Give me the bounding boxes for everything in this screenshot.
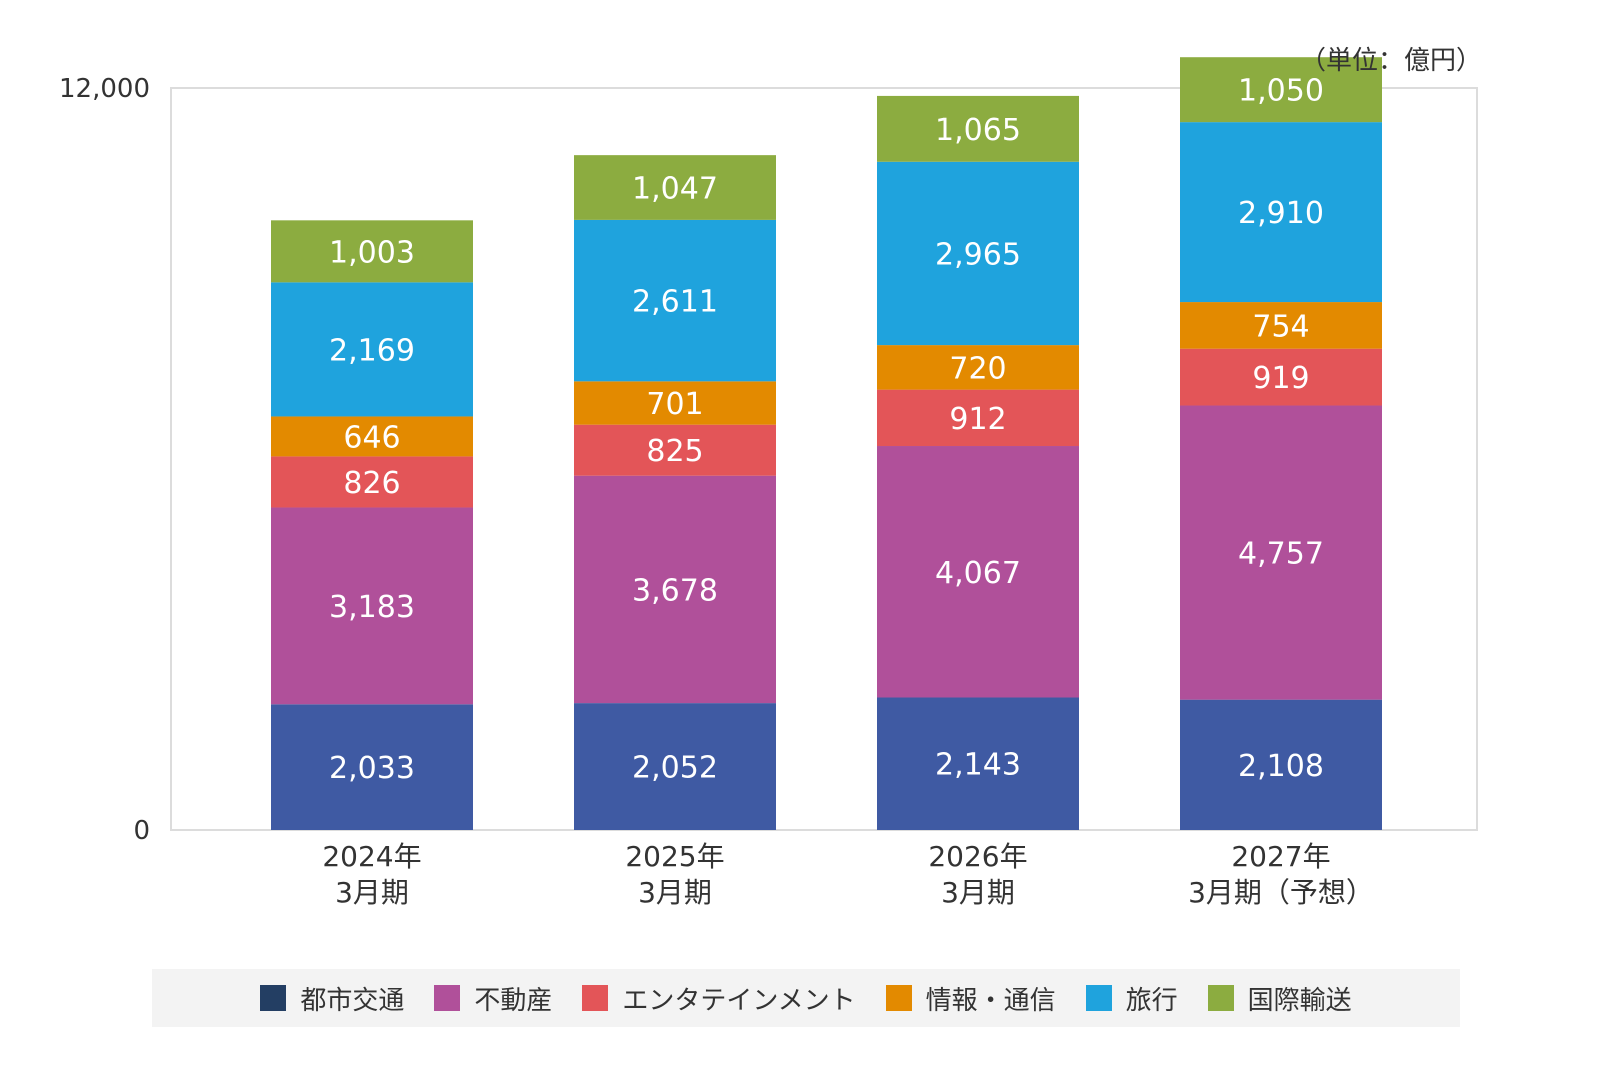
bar-value-label: 646 [343,420,400,455]
bar-value-label: 2,169 [329,333,415,368]
legend: 都市交通 不動産 エンタテインメント 情報・通信 旅行 国際輸送 [152,969,1460,1027]
legend-label: エンタテインメント [622,985,856,1016]
bar-value-label: 912 [949,402,1006,437]
unit-label: （単位：億円） [1300,46,1483,76]
legend-swatch [1207,985,1234,1011]
legend-item: 不動産 [434,980,552,1017]
bar-segment [1180,699,1382,830]
bar-value-label: 2,052 [632,751,718,786]
bar-segment [574,475,776,704]
bar-segment [574,703,776,830]
x-tick-label: 2027年 [1231,840,1330,873]
bar-segment [1180,122,1382,303]
legend-swatch [582,985,609,1011]
bar-segment [877,697,1079,830]
bar-value-label: 701 [646,387,703,422]
bar-value-label: 1,065 [935,113,1021,148]
x-tick-label: 2026年 [928,840,1027,873]
bars [271,57,1382,830]
bar-segment [877,345,1079,390]
bar-value-label: 825 [646,434,703,469]
bar-segment [1180,57,1382,123]
bar-value-label: 2,143 [935,748,1021,783]
y-axis-ticks: 0 12,000 [59,74,150,846]
x-tick-label: 3月期（予想） [1188,876,1374,909]
x-tick-label: 3月期 [638,876,712,909]
bar-segment [271,507,473,705]
bar-segment [574,424,776,476]
legend-label: 不動産 [474,985,553,1016]
bar-value-label: 3,678 [632,573,718,608]
bar-segment [877,161,1079,346]
legend-swatch [434,985,461,1011]
bar-value-label: 919 [1252,361,1309,396]
legend-label: 旅行 [1125,985,1178,1016]
legend-label: 国際輸送 [1247,985,1352,1016]
legend-item: 国際輸送 [1207,980,1352,1017]
legend-item: 情報・通信 [885,980,1056,1017]
bar-segment [1180,348,1382,406]
legend-swatch [1085,985,1112,1011]
x-tick-label: 3月期 [335,876,409,909]
y-tick-label: 0 [133,816,150,846]
bar-segment [271,416,473,457]
bar-value-label: 1,050 [1238,74,1324,109]
bar-segment [877,446,1079,698]
legend-item: 旅行 [1085,980,1178,1017]
bar-segment [271,704,473,830]
x-tick-label: 3月期 [941,876,1015,909]
bar-value-label: 1,003 [329,235,415,270]
bar-segment [271,456,473,508]
bar-value-label: 2,611 [632,285,718,320]
bar-value-label: 2,033 [329,751,415,786]
bar-value-label: 754 [1252,309,1309,344]
bar-value-label: 3,183 [329,590,415,625]
bar-segment [271,282,473,417]
x-tick-label: 2024年 [322,840,421,873]
bar-value-label: 720 [949,351,1006,386]
bar-value-label: 826 [343,466,400,501]
legend-item: エンタテインメント [582,980,856,1017]
bar-value-label: 2,910 [1238,196,1324,231]
bar-segment [877,95,1079,162]
bar-value-label: 4,067 [935,556,1021,591]
legend-label: 情報・通信 [925,985,1056,1016]
bar-segment [1180,302,1382,349]
bar-value-label: 4,757 [1238,537,1324,572]
bar-segment [1180,405,1382,700]
legend-swatch [885,985,912,1011]
data-labels: 2,033 3,183 826 646 2,169 1,003 2,052 3,678 825 7… [329,74,1324,786]
bar-segment [574,219,776,382]
legend-swatch [260,985,287,1011]
bar-segment [877,389,1079,447]
y-tick-label: 12,000 [59,74,150,104]
bar-segment [574,381,776,425]
bar-segment [271,220,473,283]
bar-value-label: 2,965 [935,237,1021,272]
legend-item: 都市交通 [260,980,404,1017]
legend-label: 都市交通 [300,985,405,1016]
bar-value-label: 2,108 [1238,749,1324,784]
bar-segment [574,155,776,220]
bar-value-label: 1,047 [632,172,718,207]
x-tick-label: 2025年 [625,840,724,873]
